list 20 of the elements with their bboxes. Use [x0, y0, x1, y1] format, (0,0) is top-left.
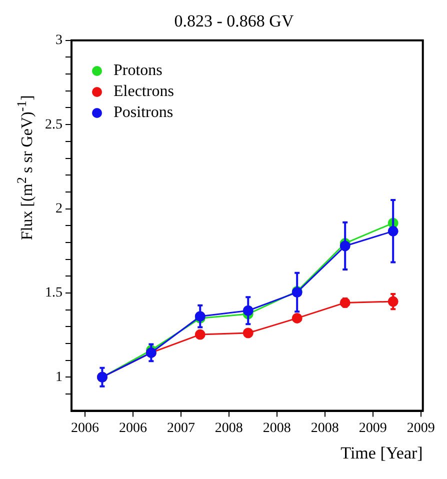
legend-label: Positrons — [114, 104, 174, 122]
y-tick-label: 1.5 — [45, 286, 62, 301]
point — [242, 328, 254, 338]
chart-title: 0.823 - 0.868 GV — [174, 12, 294, 31]
legend-label: Electrons — [114, 82, 174, 101]
x-tick-label: 2009 — [406, 420, 435, 436]
y-tick-label: 3 — [56, 33, 62, 48]
x-tick-label: 2008 — [310, 420, 339, 436]
y-tick-label: 2.5 — [45, 117, 62, 132]
x-tick-label: 2009 — [358, 420, 387, 436]
x-tick-label: 2008 — [214, 420, 243, 436]
point — [194, 329, 206, 340]
x-tick-label: 2008 — [262, 420, 291, 436]
x-tick-label: 2006 — [118, 420, 147, 436]
x-tick-label: 2006 — [70, 420, 99, 436]
y-tick-label: 2 — [56, 201, 62, 216]
x-tick-label: 2007 — [166, 420, 195, 436]
legend-label: Protons — [114, 62, 162, 80]
x-axis-title: Time [Year] — [340, 443, 423, 462]
y-tick-label: 1 — [56, 370, 62, 385]
